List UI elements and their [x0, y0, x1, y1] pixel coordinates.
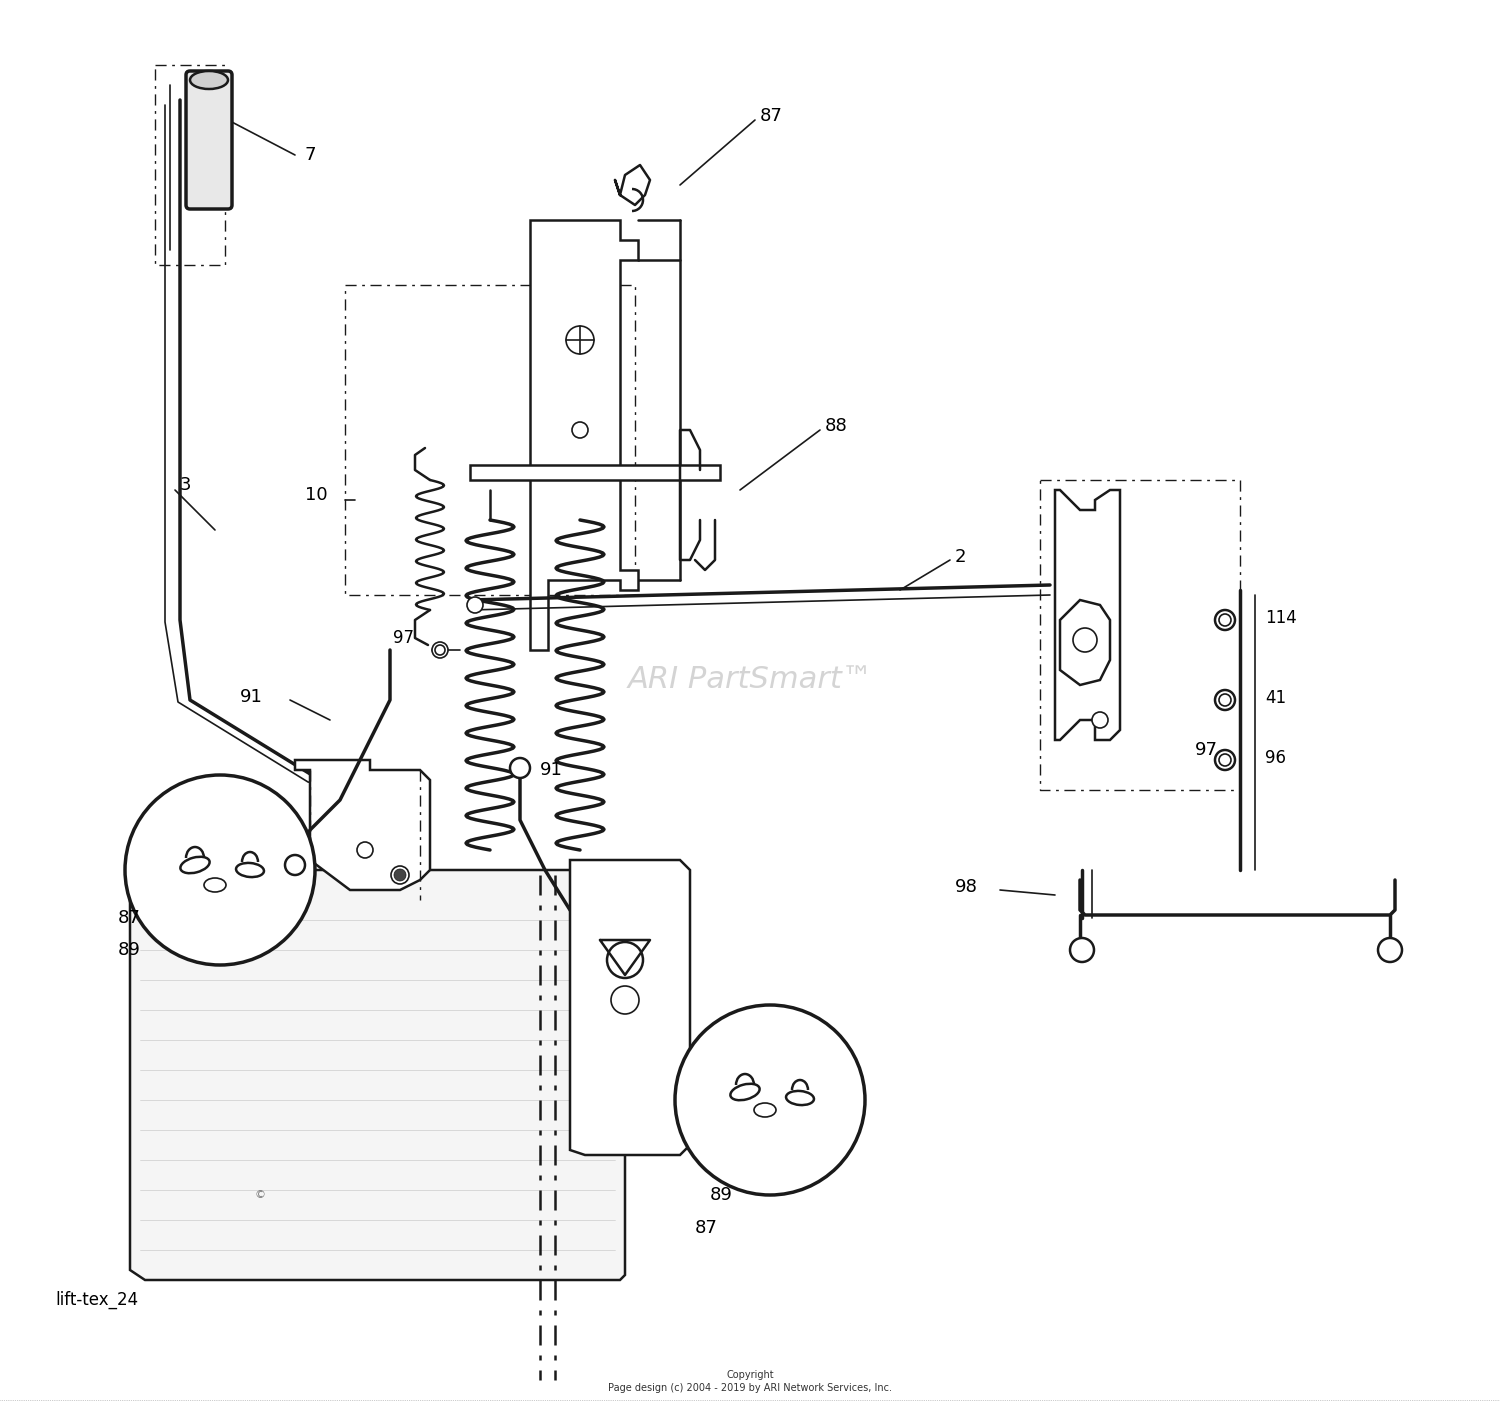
Text: 88: 88	[825, 416, 848, 435]
Text: 87: 87	[760, 107, 783, 125]
Text: 3: 3	[180, 476, 192, 494]
Circle shape	[572, 422, 588, 438]
Text: 97: 97	[393, 629, 414, 647]
FancyBboxPatch shape	[186, 70, 232, 210]
Text: ARI PartSmart™: ARI PartSmart™	[627, 666, 873, 695]
Circle shape	[1220, 694, 1232, 706]
Polygon shape	[296, 760, 430, 891]
Circle shape	[394, 870, 406, 881]
Circle shape	[1215, 750, 1234, 770]
Circle shape	[510, 758, 530, 778]
Ellipse shape	[786, 1090, 814, 1104]
Text: 96: 96	[1264, 749, 1286, 767]
Circle shape	[357, 841, 374, 858]
Circle shape	[285, 855, 304, 875]
Circle shape	[1072, 628, 1096, 651]
Text: Copyright: Copyright	[726, 1370, 774, 1380]
Text: Page design (c) 2004 - 2019 by ARI Network Services, Inc.: Page design (c) 2004 - 2019 by ARI Netwo…	[608, 1383, 892, 1393]
Text: 10: 10	[304, 485, 327, 504]
Text: 89: 89	[710, 1186, 734, 1204]
Text: 87: 87	[118, 909, 141, 927]
Polygon shape	[1054, 490, 1120, 740]
Text: 89: 89	[118, 941, 141, 960]
Circle shape	[1215, 611, 1234, 630]
Polygon shape	[570, 860, 690, 1155]
Text: 114: 114	[1264, 609, 1296, 628]
Polygon shape	[530, 219, 638, 650]
Ellipse shape	[180, 857, 210, 874]
Text: 97: 97	[1196, 741, 1218, 758]
Circle shape	[1220, 754, 1232, 765]
Text: 7: 7	[304, 146, 316, 165]
Circle shape	[432, 642, 448, 658]
Circle shape	[435, 644, 445, 656]
Circle shape	[675, 1005, 865, 1195]
Circle shape	[1378, 938, 1402, 962]
Circle shape	[124, 775, 315, 965]
Ellipse shape	[754, 1103, 776, 1117]
Polygon shape	[130, 870, 626, 1280]
Text: 2: 2	[956, 547, 966, 566]
Text: 91: 91	[240, 688, 262, 706]
Text: ©: ©	[255, 1190, 266, 1200]
Text: lift-tex_24: lift-tex_24	[56, 1290, 138, 1309]
Circle shape	[1092, 712, 1108, 727]
Polygon shape	[470, 464, 720, 480]
Circle shape	[566, 326, 594, 355]
Circle shape	[392, 865, 410, 884]
Circle shape	[608, 943, 644, 978]
Ellipse shape	[730, 1083, 759, 1100]
Circle shape	[1220, 613, 1232, 626]
Text: 41: 41	[1264, 689, 1286, 706]
Ellipse shape	[236, 862, 264, 877]
Polygon shape	[1060, 599, 1110, 685]
Text: 98: 98	[956, 878, 978, 896]
Ellipse shape	[204, 878, 226, 892]
Circle shape	[1070, 938, 1094, 962]
Ellipse shape	[190, 70, 228, 89]
Text: 91: 91	[540, 761, 562, 779]
Text: 87: 87	[694, 1218, 718, 1237]
Circle shape	[610, 986, 639, 1014]
Circle shape	[466, 597, 483, 613]
Circle shape	[1215, 689, 1234, 711]
